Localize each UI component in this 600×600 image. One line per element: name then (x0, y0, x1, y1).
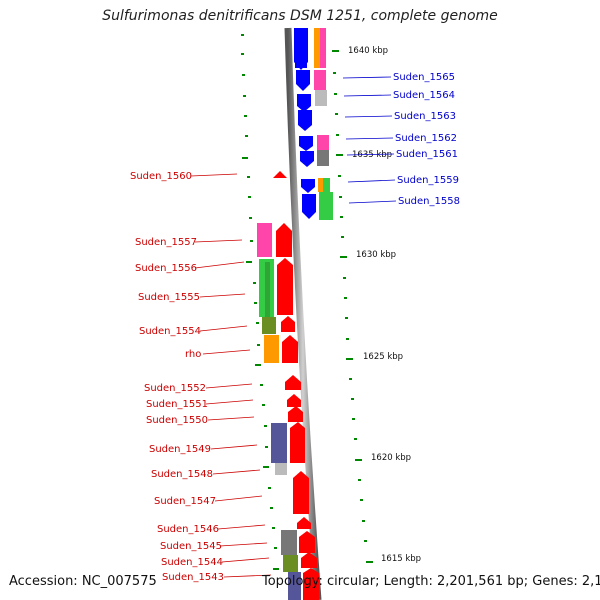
gene-arrow (277, 258, 293, 315)
gene-arrow (297, 94, 311, 112)
reverse-strand-genes (273, 171, 319, 600)
gene-arrow (294, 28, 308, 70)
gene-label-right: Suden_1565 (393, 72, 455, 83)
forward-strand-genes (294, 28, 316, 219)
gene-label-left: Suden_1557 (135, 237, 197, 248)
gene-arrow (285, 375, 301, 390)
gene-label-right: Suden_1563 (394, 111, 456, 122)
gene-arrow (281, 316, 295, 332)
gene-label-left: rho (185, 349, 201, 360)
kbp-label-1615: 1615 kbp (381, 554, 421, 564)
cog-boxes-left (257, 223, 301, 600)
gene-label-left: Suden_1552 (144, 383, 206, 394)
map-title: Sulfurimonas denitrificans DSM 1251, com… (102, 8, 498, 24)
gene-arrow (287, 394, 301, 407)
gene-label-right: Suden_1561 (396, 149, 458, 160)
kbp-label-1635: 1635 kbp (352, 150, 392, 160)
gene-label-left: Suden_1554 (139, 326, 201, 337)
gene-arrow (299, 136, 313, 151)
gene-label-left: Suden_1551 (146, 399, 208, 410)
genome-backbone (284, 27, 322, 600)
gene-arrow (288, 406, 303, 422)
gene-arrow (297, 517, 311, 529)
gene-arrow (301, 552, 317, 568)
cog-boxes-right (314, 28, 333, 220)
kbp-label-1640: 1640 kbp (348, 46, 388, 56)
gene-label-left: Suden_1544 (161, 557, 223, 568)
gene-arrow (290, 422, 305, 463)
gene-arrow (276, 223, 292, 257)
kbp-label-1620: 1620 kbp (371, 453, 411, 463)
gene-label-right: Suden_1558 (398, 196, 460, 207)
tick-marks (241, 34, 373, 570)
gene-label-left: Suden_1546 (157, 524, 219, 535)
kbp-label-1630: 1630 kbp (356, 250, 396, 260)
gene-arrow (296, 70, 310, 91)
gene-label-left: Suden_1545 (160, 541, 222, 552)
gene-label-left: Suden_1560 (130, 171, 192, 182)
gene-label-left: Suden_1549 (149, 444, 211, 455)
gene-label-left: Suden_1543 (162, 572, 224, 583)
gene-arrow (273, 171, 287, 178)
gene-arrow (293, 471, 309, 514)
gene-label-right: Suden_1564 (393, 90, 455, 101)
gene-label-left: Suden_1550 (146, 415, 208, 426)
gene-arrow (301, 179, 315, 193)
gene-label-left: Suden_1555 (138, 292, 200, 303)
gene-arrow (282, 335, 298, 363)
gene-label-left: Suden_1556 (135, 263, 197, 274)
gene-arrow (300, 151, 314, 167)
gene-arrow (299, 531, 315, 553)
gene-label-left: Suden_1548 (151, 469, 213, 480)
gene-arrow (302, 194, 316, 219)
gene-arrow (303, 568, 319, 600)
gene-arrow (298, 110, 312, 131)
gene-label-right: Suden_1562 (395, 133, 457, 144)
gene-label-left: Suden_1547 (154, 496, 216, 507)
kbp-label-1625: 1625 kbp (363, 352, 403, 362)
accession-text: Accession: NC_007575 (9, 574, 157, 589)
gene-label-right: Suden_1559 (397, 175, 459, 186)
topology-text: Topology: circular; Length: 2,201,561 bp… (262, 574, 600, 589)
